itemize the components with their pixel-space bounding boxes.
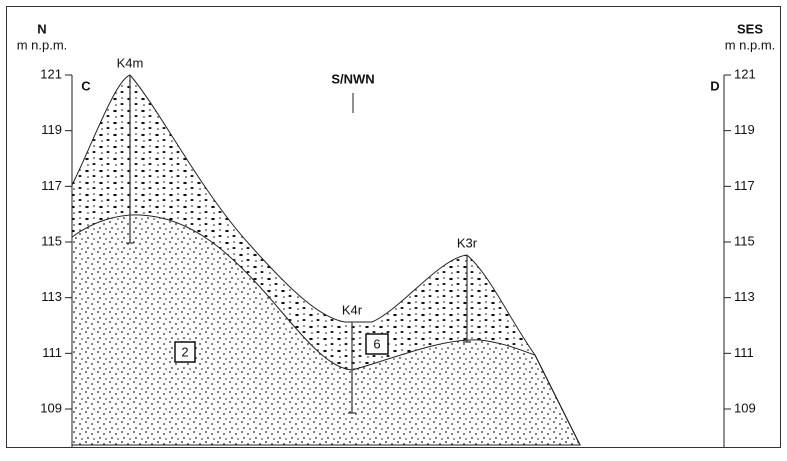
right-tick-label: 115: [734, 233, 755, 248]
borehole-label: K4r: [342, 302, 363, 317]
right-tick-label: 119: [734, 122, 755, 137]
left-direction: N: [37, 21, 46, 36]
section-label: S/NWN: [331, 71, 374, 86]
layer-box: [365, 333, 389, 355]
layer-label: 2: [181, 344, 188, 359]
left-unit: m n.p.m.: [17, 37, 68, 52]
lower-layer: [71, 214, 581, 446]
left-tick-label: 109: [40, 400, 62, 415]
right-tick-label: 117: [734, 178, 755, 193]
surface-line: [534, 354, 581, 446]
left-tick-label: 119: [41, 122, 62, 137]
left-letter: C: [81, 78, 91, 93]
right-tick-label: 111: [734, 345, 754, 360]
right-unit: m n.p.m.: [725, 37, 776, 52]
boreholes: [126, 75, 471, 414]
layer-box: [174, 341, 196, 363]
right-direction: SES: [737, 21, 763, 36]
right-tick-label: 121: [734, 66, 756, 81]
layer-label: 6: [373, 336, 380, 351]
left-tick-label: 121: [40, 66, 62, 81]
left-tick-label: 115: [41, 233, 62, 248]
right-tick-label: 113: [734, 289, 755, 304]
left-tick-label: 111: [42, 345, 62, 360]
right-tick-label: 109: [734, 400, 756, 415]
borehole-label: K3r: [457, 235, 478, 250]
borehole-label: K4m: [117, 55, 144, 70]
left-tick-label: 117: [41, 178, 62, 193]
right-letter: D: [710, 78, 719, 93]
left-tick-label: 113: [41, 289, 62, 304]
